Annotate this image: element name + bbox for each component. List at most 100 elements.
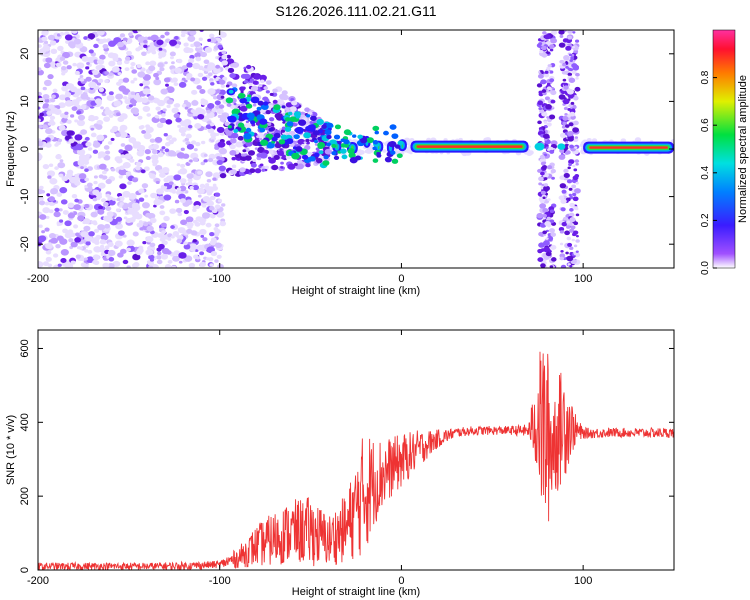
spectral-blob bbox=[185, 133, 192, 139]
spectral-blob bbox=[128, 32, 133, 37]
spectral-blob bbox=[458, 137, 463, 142]
spectral-blob bbox=[110, 137, 115, 141]
spectral-blob bbox=[93, 175, 98, 179]
spectral-blob bbox=[48, 163, 54, 167]
spectral-blob bbox=[565, 150, 571, 155]
spectral-blob bbox=[281, 105, 286, 109]
spectral-blob bbox=[572, 127, 580, 133]
spectral-blob bbox=[543, 121, 548, 124]
snr-x-label: Height of straight line (km) bbox=[292, 586, 420, 598]
spectral-blob bbox=[284, 117, 291, 122]
spectral-blob bbox=[558, 94, 566, 100]
spectral-blob bbox=[73, 38, 82, 45]
spectral-blob bbox=[164, 31, 170, 36]
spectral-blob bbox=[324, 129, 332, 136]
spectral-blob bbox=[66, 130, 74, 136]
spectral-blob bbox=[539, 49, 544, 54]
spectral-blob bbox=[120, 143, 126, 147]
spectral-blob bbox=[567, 35, 573, 40]
spectral-blob bbox=[64, 111, 69, 116]
spectral-blob bbox=[108, 212, 114, 217]
spectral-blob bbox=[95, 38, 100, 42]
snr-y-ticks: 0 200 400 600 bbox=[19, 339, 674, 573]
spectral-blob bbox=[145, 155, 151, 161]
spectral-blob bbox=[186, 173, 194, 179]
spectral-blob bbox=[157, 111, 162, 115]
spectral-blob bbox=[135, 165, 141, 171]
spectral-blob bbox=[192, 239, 197, 243]
x-tick-label: -200 bbox=[27, 575, 49, 587]
spectral-blob bbox=[59, 187, 68, 194]
spectral-blob bbox=[315, 158, 323, 164]
spectral-blob bbox=[100, 234, 109, 241]
spectral-blob bbox=[124, 153, 132, 160]
spectral-blob bbox=[157, 62, 164, 68]
spectral-blob bbox=[86, 96, 91, 101]
spectral-blob bbox=[295, 146, 303, 152]
spectral-blob bbox=[218, 89, 226, 96]
spectrogram-y-ticks: -20 -10 0 10 20 bbox=[19, 48, 674, 252]
spectral-blob bbox=[215, 64, 221, 69]
spectral-blob bbox=[558, 154, 566, 160]
spectral-blob bbox=[166, 99, 174, 105]
spectral-blob bbox=[561, 189, 567, 194]
spectral-blob bbox=[305, 114, 311, 118]
spectral-blob bbox=[200, 98, 206, 103]
spectral-blob bbox=[155, 76, 160, 81]
spectral-blob bbox=[266, 122, 272, 126]
spectral-blob bbox=[240, 105, 248, 112]
spectral-blob bbox=[537, 73, 544, 79]
spectral-blob bbox=[38, 153, 43, 160]
spectral-blob bbox=[210, 250, 218, 257]
spectral-blob bbox=[172, 255, 180, 262]
spectral-blob bbox=[264, 165, 269, 170]
spectral-blob bbox=[154, 164, 163, 171]
spectral-band-core bbox=[589, 146, 668, 149]
spectral-blob bbox=[573, 244, 578, 248]
spectral-blob bbox=[244, 122, 252, 129]
spectral-blob bbox=[79, 75, 84, 78]
spectral-blob bbox=[214, 100, 221, 106]
spectral-blob bbox=[233, 128, 239, 133]
spectral-blob bbox=[176, 58, 183, 64]
spectral-blob bbox=[46, 110, 53, 116]
spectral-blob bbox=[77, 215, 85, 222]
colorbar-tick-label: 0.2 bbox=[700, 213, 711, 227]
spectral-blob bbox=[132, 231, 139, 237]
spectral-blob bbox=[161, 146, 166, 150]
spectral-blob bbox=[546, 165, 553, 170]
spectral-blob bbox=[269, 117, 275, 122]
spectral-blob bbox=[547, 64, 552, 68]
spectral-blob bbox=[113, 100, 122, 107]
spectral-blob bbox=[133, 94, 141, 101]
spectral-blob bbox=[56, 235, 64, 242]
spectral-blob bbox=[240, 97, 248, 104]
spectral-blob bbox=[195, 142, 201, 147]
spectral-blob bbox=[536, 83, 543, 88]
spectral-blob bbox=[310, 115, 317, 122]
spectral-blob bbox=[214, 192, 221, 197]
colorbar-gradient bbox=[713, 30, 735, 268]
spectral-blob bbox=[191, 100, 199, 106]
spectral-blob bbox=[158, 243, 165, 250]
spectral-blob bbox=[537, 120, 542, 125]
spectral-blob bbox=[259, 152, 268, 159]
snr-series-line bbox=[38, 351, 674, 570]
spectral-blob bbox=[543, 73, 550, 78]
spectral-blob bbox=[304, 107, 310, 112]
spectral-blob bbox=[118, 175, 123, 179]
spectral-blob bbox=[343, 129, 352, 136]
spectral-blob bbox=[550, 244, 557, 250]
spectral-blob bbox=[161, 113, 166, 117]
spectral-blob bbox=[193, 254, 199, 259]
spectral-blob bbox=[201, 76, 208, 81]
spectral-blob bbox=[565, 45, 572, 51]
spectral-blob bbox=[187, 35, 196, 42]
spectral-blob bbox=[559, 148, 565, 153]
spectral-blob bbox=[75, 254, 81, 259]
spectral-blob bbox=[394, 144, 401, 149]
spectral-blob bbox=[563, 168, 569, 173]
spectral-blob bbox=[163, 77, 171, 83]
spectral-blob bbox=[84, 88, 89, 93]
